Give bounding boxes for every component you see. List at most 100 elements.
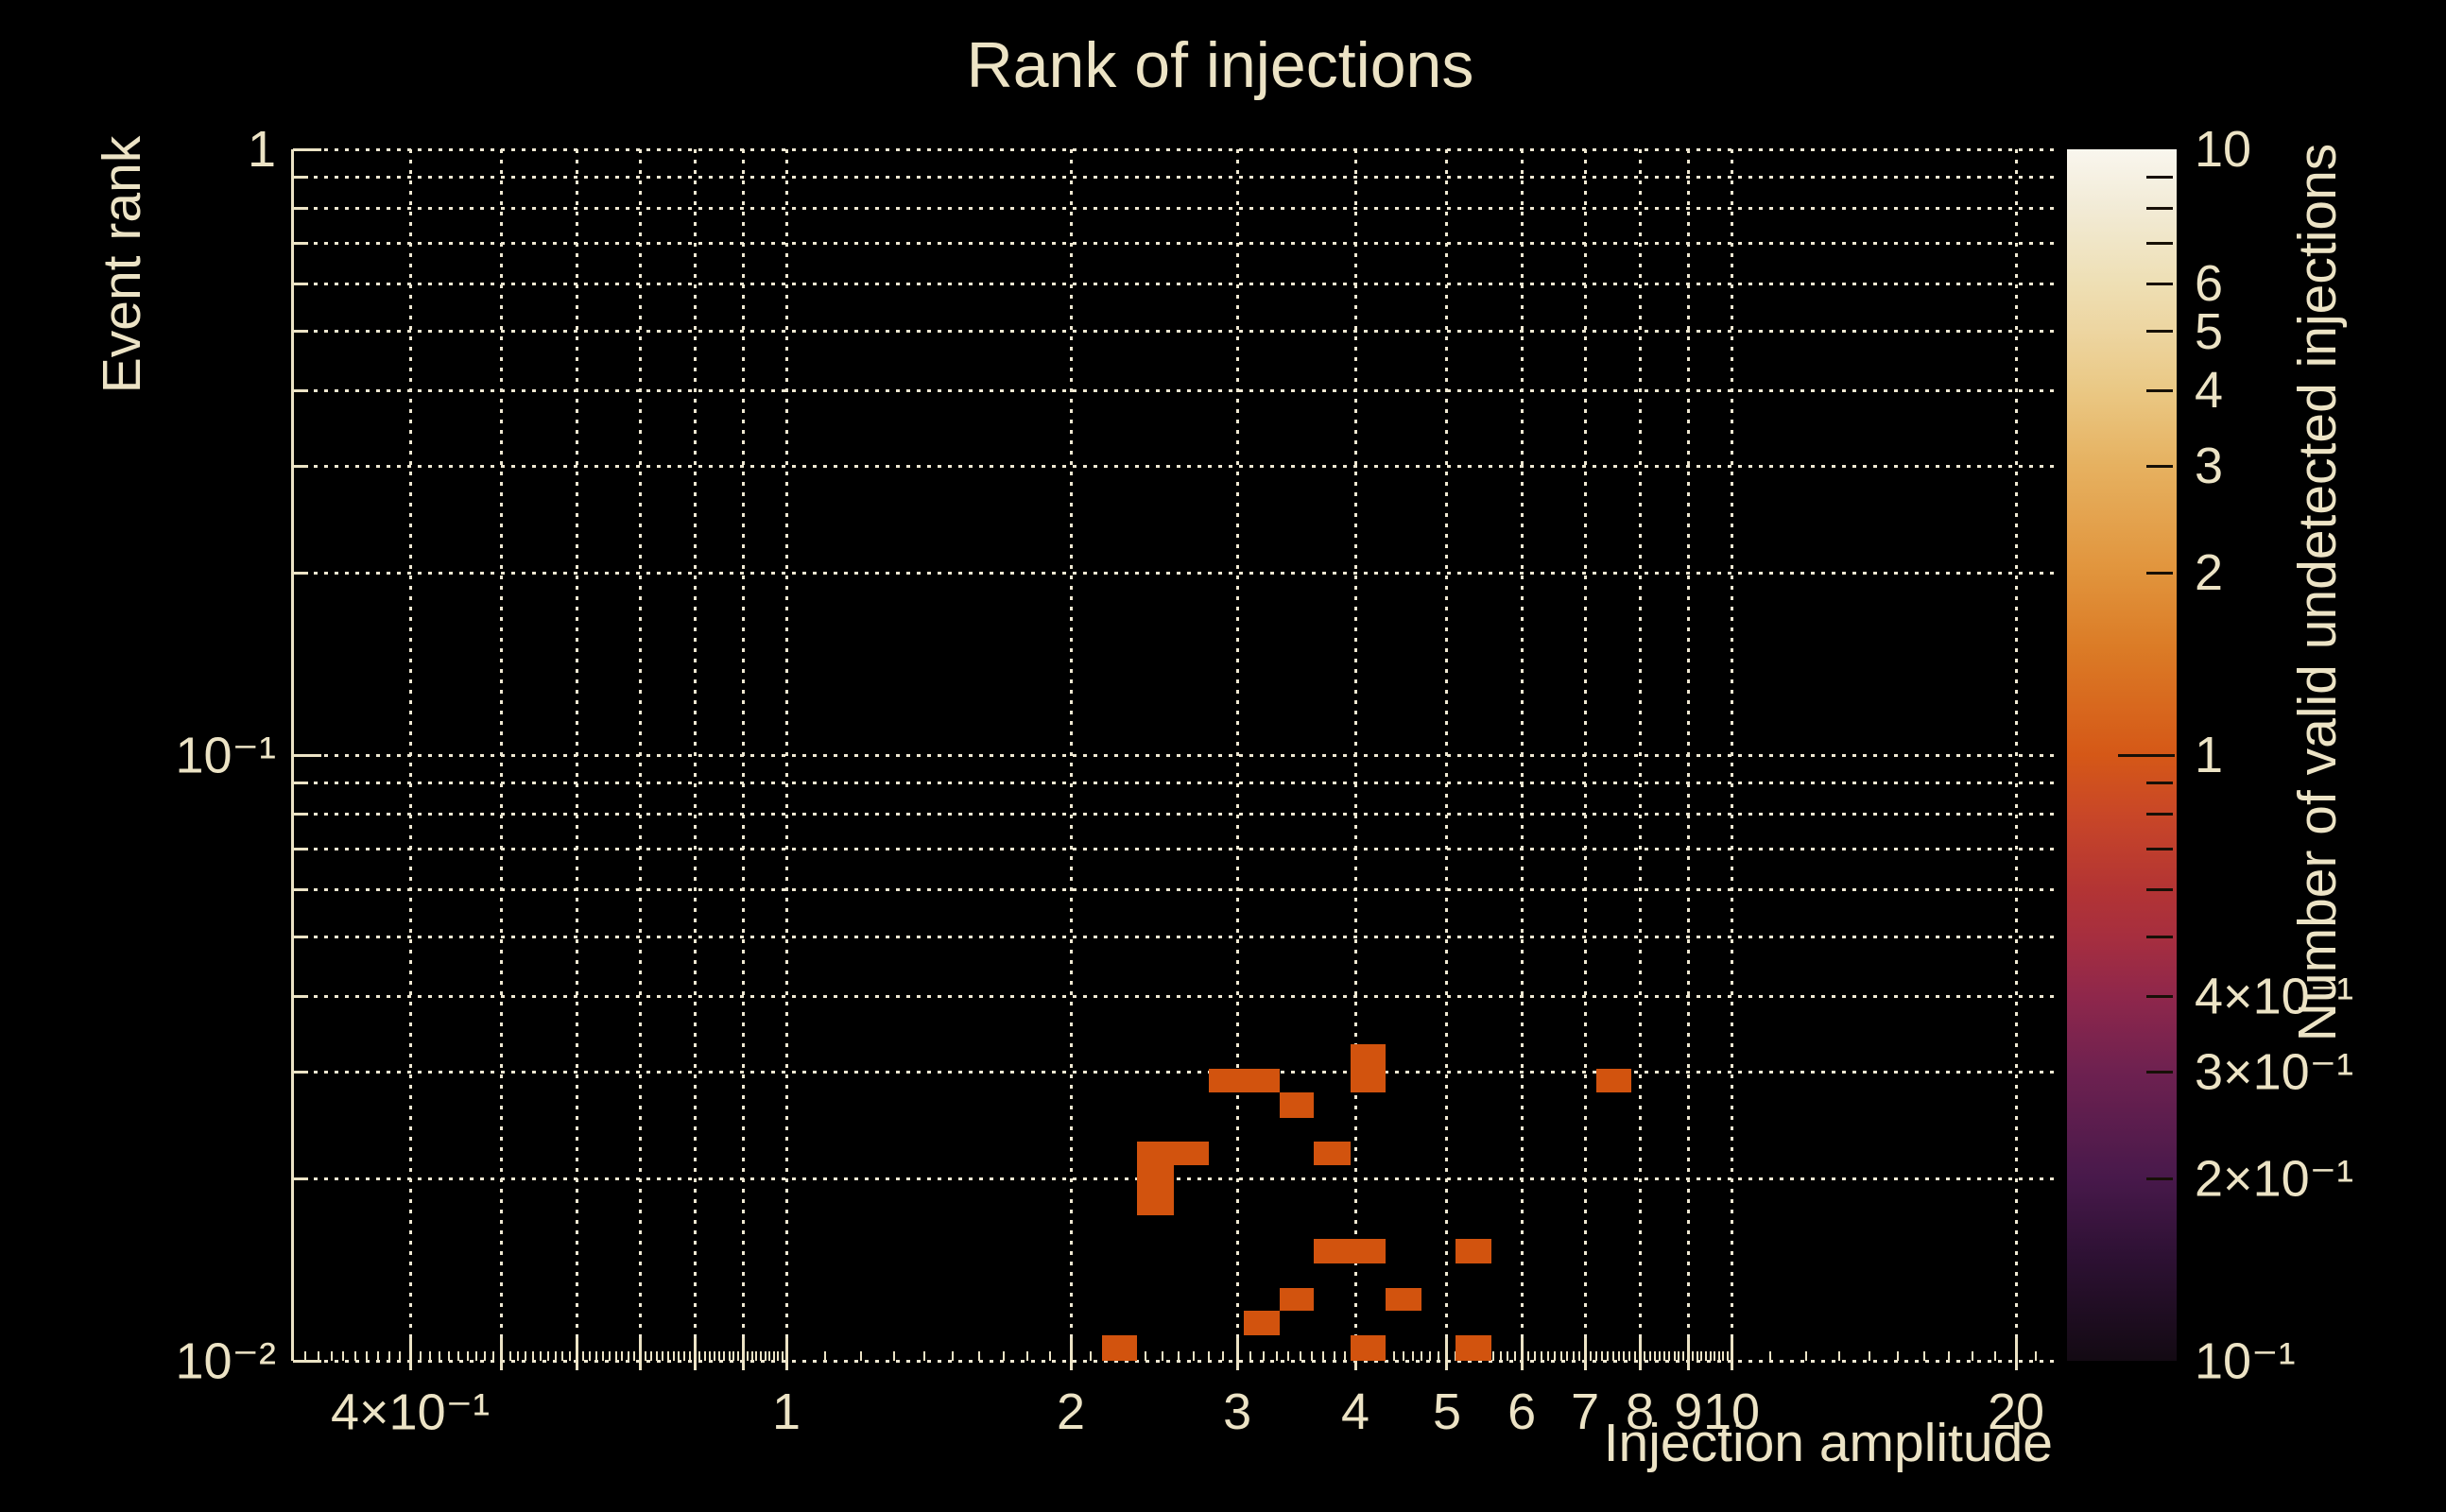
x-major-tick: [693, 1338, 697, 1361]
x-minor-tick: [1722, 1351, 1725, 1361]
x-minor-tick: [1311, 1351, 1314, 1361]
x-minor-tick: [698, 1351, 701, 1361]
x-major-tick: [1730, 1338, 1733, 1361]
x-minor-tick: [1559, 1351, 1562, 1361]
heatmap-cell: [1280, 1092, 1314, 1118]
y-gridline: [293, 847, 2054, 850]
x-minor-tick: [703, 1351, 706, 1361]
y-tick-label: 10⁻¹: [175, 727, 276, 784]
x-major-tick-stub: [1069, 1361, 1073, 1370]
x-minor-tick: [621, 1351, 624, 1361]
x-major-tick-stub: [1686, 1361, 1690, 1370]
y-gridline: [293, 147, 2054, 151]
y-tick-label: 10⁻²: [175, 1332, 276, 1390]
x-minor-tick: [429, 1351, 432, 1361]
x-major-tick: [575, 1338, 578, 1361]
y-minor-tick: [293, 812, 308, 816]
x-minor-tick: [1438, 1351, 1440, 1361]
colorbar-minor-tick: [2146, 1070, 2173, 1074]
x-minor-tick: [2015, 1351, 2018, 1361]
y-gridline: [293, 464, 2054, 468]
x-minor-tick: [632, 1351, 635, 1361]
x-minor-tick: [554, 1351, 557, 1361]
heatmap-cell: [1280, 1287, 1314, 1311]
colorbar-minor-tick: [2146, 330, 2173, 334]
x-minor-tick: [1633, 1351, 1636, 1361]
x-minor-tick: [750, 1351, 753, 1361]
x-minor-tick: [1948, 1351, 1951, 1361]
y-minor-tick: [293, 464, 308, 468]
x-minor-tick: [1521, 1351, 1524, 1361]
x-minor-tick: [1731, 1351, 1732, 1361]
x-minor-tick: [1639, 1351, 1642, 1361]
x-minor-tick: [330, 1351, 333, 1361]
x-minor-tick: [342, 1351, 345, 1361]
x-minor-tick: [466, 1351, 469, 1361]
x-minor-tick: [1566, 1351, 1569, 1361]
x-major-tick: [638, 1338, 642, 1361]
x-minor-tick: [1249, 1351, 1252, 1361]
x-major-tick: [1069, 1338, 1073, 1361]
y-axis-title: Event rank: [92, 135, 152, 394]
x-major-tick: [1445, 1338, 1449, 1361]
x-minor-tick: [614, 1351, 617, 1361]
x-minor-tick: [1429, 1351, 1432, 1361]
x-major-tick-stub: [500, 1361, 504, 1370]
x-major-tick-stub: [693, 1361, 697, 1370]
x-minor-tick: [1601, 1351, 1604, 1361]
x-minor-tick: [1208, 1351, 1211, 1361]
colorbar-minor-tick: [2146, 206, 2173, 210]
x-minor-tick: [589, 1351, 592, 1361]
x-major-tick-stub: [2014, 1361, 2018, 1370]
x-minor-tick: [1344, 1351, 1347, 1361]
x-tick-label: 20: [1987, 1383, 2045, 1440]
x-minor-tick: [694, 1351, 697, 1361]
x-minor-tick: [540, 1351, 543, 1361]
chart-title: Rank of injections: [966, 29, 1474, 101]
colorbar-tick-label: 3×10⁻¹: [2195, 1043, 2354, 1101]
colorbar-tick-label: 4×10⁻¹: [2195, 968, 2354, 1025]
heatmap-cell: [1313, 1142, 1351, 1166]
x-minor-tick: [1263, 1351, 1266, 1361]
x-minor-tick: [1445, 1351, 1448, 1361]
x-minor-tick: [1623, 1351, 1626, 1361]
x-minor-tick: [1507, 1351, 1509, 1361]
x-major-tick-stub: [1520, 1361, 1524, 1370]
y-gridline: [293, 241, 2054, 245]
x-major-tick-stub: [638, 1361, 642, 1370]
colorbar-minor-tick: [2146, 464, 2173, 468]
x-minor-tick: [952, 1351, 955, 1361]
x-minor-tick: [768, 1351, 771, 1361]
y-minor-tick: [293, 388, 308, 392]
x-minor-tick: [737, 1351, 740, 1361]
x-minor-tick: [602, 1351, 605, 1361]
x-minor-tick: [1492, 1351, 1495, 1361]
x-minor-tick: [1654, 1351, 1657, 1361]
colorbar-tick-label: 5: [2195, 302, 2224, 360]
x-minor-tick: [1897, 1351, 1900, 1361]
x-minor-tick: [747, 1351, 749, 1361]
x-minor-tick: [1678, 1351, 1680, 1361]
x-minor-tick: [475, 1351, 478, 1361]
x-minor-tick: [723, 1351, 726, 1361]
x-minor-tick: [582, 1351, 585, 1361]
x-minor-tick: [608, 1351, 611, 1361]
x-major-tick-stub: [1730, 1361, 1733, 1370]
x-major-tick-stub: [1445, 1361, 1449, 1370]
colorbar-tick-label: 6: [2195, 255, 2224, 313]
x-major-tick: [1520, 1338, 1524, 1361]
x-minor-tick: [1837, 1351, 1840, 1361]
x-minor-tick: [1577, 1351, 1580, 1361]
x-minor-tick: [1663, 1351, 1666, 1361]
x-major-tick-stub: [575, 1361, 578, 1370]
x-minor-tick: [354, 1351, 357, 1361]
x-minor-tick: [1393, 1351, 1396, 1361]
x-minor-tick: [667, 1351, 670, 1361]
y-axis-line: [291, 149, 294, 1361]
colorbar-tick-label: 1: [2195, 727, 2224, 783]
x-minor-tick: [683, 1351, 686, 1361]
x-minor-tick: [645, 1351, 647, 1361]
x-minor-tick: [547, 1351, 550, 1361]
x-tick-label: 10: [1702, 1383, 1761, 1440]
